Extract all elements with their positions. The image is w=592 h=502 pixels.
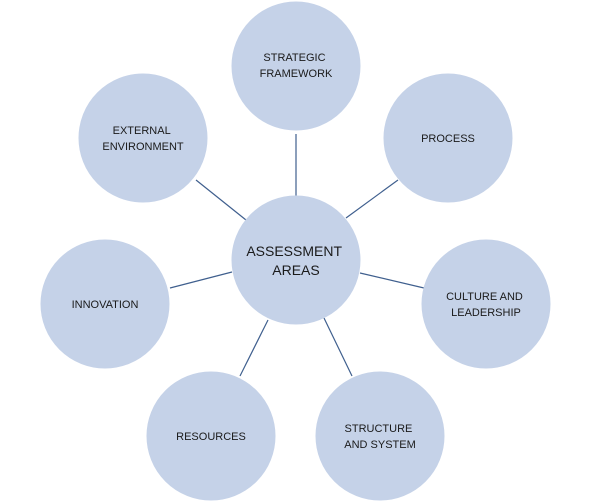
node-label: STRATEGIC FRAMEWORK [260,52,333,80]
node-circle [146,371,276,501]
node-label: RESOURCES [176,431,246,443]
node-label: PROCESS [421,133,475,145]
node-label-line: INNOVATION [72,299,139,311]
center-label-line: ASSESSMENT [246,243,342,259]
node-strategic-framework: STRATEGIC FRAMEWORK [231,1,361,131]
node-circle [78,73,208,203]
node-circle [383,73,513,203]
connector-culture-and-leadership [359,272,425,289]
node-circle [231,1,361,131]
center-label-line: AREAS [272,262,319,278]
node-label-line: PROCESS [421,133,475,145]
node-circle [40,239,170,369]
node-resources: RESOURCES [146,371,276,501]
node-label-line: STRATEGIC [263,52,325,64]
node-process: PROCESS [383,73,513,203]
center-label: ASSESSMENT AREAS [246,243,345,278]
node-label-line: ENVIRONMENT [102,141,184,153]
connector-external-environment [195,179,247,221]
node-innovation: INNOVATION [40,239,170,369]
node-label-line: CULTURE AND [446,291,523,303]
node-assessment-areas: ASSESSMENT AREAS [231,195,361,325]
connector-process [345,179,399,219]
node-label-line: STRUCTURE [345,423,413,435]
node-label-line: LEADERSHIP [451,307,521,319]
node-label: CULTURE AND LEADERSHIP [446,291,526,319]
node-culture-and-leadership: CULTURE AND LEADERSHIP [421,239,551,369]
connector-innovation [169,271,233,289]
node-structure-and-system: STRUCTURE AND SYSTEM [315,371,445,501]
node-label-line: EXTERNAL [113,125,171,137]
node-label-line: FRAMEWORK [260,68,333,80]
node-label: EXTERNAL ENVIRONMENT [102,125,184,153]
node-label: STRUCTURE AND SYSTEM [344,423,416,451]
center-circle [231,195,361,325]
node-label: INNOVATION [72,299,139,311]
node-external-environment: EXTERNAL ENVIRONMENT [78,73,208,203]
node-circle [421,239,551,369]
node-label-line: AND SYSTEM [344,439,416,451]
node-circle [315,371,445,501]
connector-resources [239,319,269,377]
node-label-line: RESOURCES [176,431,246,443]
connector-lines [169,134,425,377]
connector-structure-and-system [323,317,353,377]
